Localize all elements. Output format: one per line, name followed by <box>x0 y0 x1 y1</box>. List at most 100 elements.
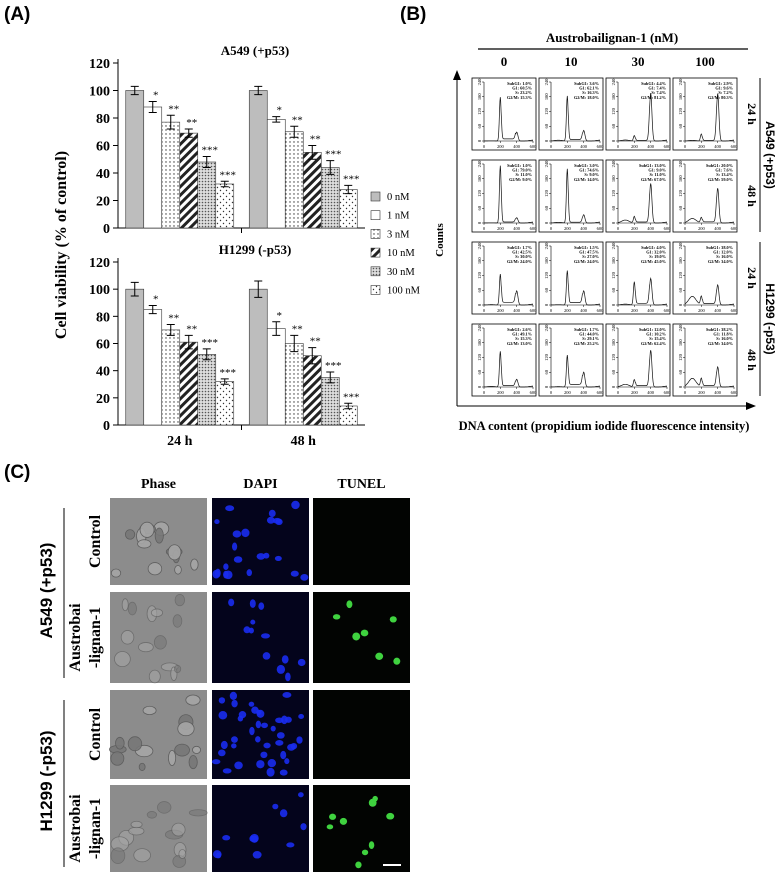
row-label: 48 h <box>745 349 759 371</box>
cell-outline <box>150 608 164 618</box>
row-label: -lignan-1 <box>87 798 104 859</box>
phase-stat: G1: 60.5% <box>512 86 532 91</box>
tunel-positive <box>339 817 348 825</box>
phase-stat: G1: 12.0% <box>713 250 733 255</box>
cell-outline <box>171 822 186 837</box>
nucleus <box>228 598 235 607</box>
row-label: 24 h <box>745 103 759 125</box>
y-tick-label: 120 <box>544 189 549 197</box>
phase-stat: SubG1: 2.6% <box>507 327 532 332</box>
y-tick-label: 60 <box>678 369 683 374</box>
y-tick-label: 120 <box>89 57 110 72</box>
y-tick-label: 60 <box>96 338 110 353</box>
cell-outline <box>115 736 125 750</box>
y-tick-label: 240 <box>544 242 549 250</box>
bar <box>248 90 268 229</box>
legend-swatch <box>370 229 381 239</box>
nucleus <box>281 655 289 664</box>
error-bar <box>184 128 193 138</box>
y-tick-label: 0 <box>678 385 683 388</box>
tunel-positive <box>355 861 362 869</box>
row-label: Austrobai <box>67 603 84 672</box>
nucleus <box>286 842 295 848</box>
x-tick-label: 400 <box>513 308 521 313</box>
histogram <box>684 283 734 306</box>
group-label: H1299 (-p53) <box>763 283 777 354</box>
x-tick-label: 200 <box>698 308 706 313</box>
nucleus <box>243 626 251 634</box>
nucleus <box>249 835 255 842</box>
error-bar <box>130 85 139 96</box>
nucleus <box>267 759 277 768</box>
legend-label: 100 nM <box>387 286 421 297</box>
phase-stat: SubG1: 13.0% <box>639 163 666 168</box>
x-axis-label: DNA content (propidium iodide fluorescen… <box>459 419 750 433</box>
error-bar <box>202 348 211 361</box>
phase-stat: G1: 11.8% <box>713 332 733 337</box>
x-tick-label: 400 <box>580 144 588 149</box>
nucleus <box>276 664 286 674</box>
significance: *** <box>220 169 237 181</box>
cell-outline <box>172 614 183 628</box>
x-tick-label: 0 <box>684 390 687 395</box>
phase-stat: G2/M: 24.0% <box>574 259 599 264</box>
phase-stat: G2/M: 15.3% <box>507 95 532 100</box>
x-tick-label: 400 <box>580 308 588 313</box>
y-tick-label: 60 <box>678 287 683 292</box>
nucleus <box>258 602 265 610</box>
x-tick-label: 200 <box>564 308 572 313</box>
y-tick-label: 180 <box>678 339 683 347</box>
significance: ** <box>310 336 321 348</box>
cell-frame <box>605 159 671 233</box>
significance: ** <box>186 117 197 129</box>
panel-label: (B) <box>400 4 426 25</box>
cell-outline <box>192 745 201 754</box>
x-tick-label: 400 <box>647 226 655 231</box>
cell-frame <box>672 77 738 151</box>
y-tick-label: 0 <box>544 221 549 224</box>
error-bar <box>344 402 353 410</box>
x-tick-label: 200 <box>564 390 572 395</box>
bar <box>143 309 163 426</box>
phase-stat: S: 30.0% <box>515 254 532 259</box>
tunel-positive <box>329 813 337 820</box>
y-tick-label: 60 <box>544 287 549 292</box>
phase-stat: G2/M: 25.2% <box>574 341 599 346</box>
nucleus <box>282 692 292 698</box>
y-tick-label: 80 <box>96 310 110 325</box>
y-tick-label: 60 <box>477 123 482 128</box>
x-tick-label: 400 <box>647 308 655 313</box>
phase-stat: S: 27.0% <box>582 254 599 259</box>
nucleus <box>284 758 290 765</box>
bar <box>215 183 235 229</box>
nucleus <box>298 713 305 719</box>
tunel-positive <box>361 849 369 856</box>
legend-label: 1 nM <box>387 211 410 222</box>
nucleus <box>251 706 259 714</box>
significance: ** <box>310 134 321 146</box>
y-tick-label: 60 <box>477 205 482 210</box>
nucleus <box>231 542 238 551</box>
error-bar <box>254 85 263 96</box>
nucleus <box>266 516 275 524</box>
x-tick-label: 0 <box>550 390 553 395</box>
error-bar <box>130 281 139 297</box>
tunel-positive <box>389 616 397 623</box>
phase-stat: SubG1: 38.2% <box>706 327 733 332</box>
y-tick-label: 60 <box>611 287 616 292</box>
cell-frame <box>605 241 671 315</box>
column-label: 100 <box>695 54 715 69</box>
error-bar <box>308 347 317 365</box>
x-tick-label: 600 <box>530 226 538 231</box>
histogram <box>684 188 734 224</box>
error-bar <box>166 114 175 130</box>
tunel-positive <box>332 614 341 620</box>
y-tick-label: 0 <box>477 221 482 224</box>
cell-outline <box>146 811 158 819</box>
cell-outline <box>173 664 182 674</box>
histogram <box>551 168 600 224</box>
nucleus <box>256 553 266 560</box>
phase-stat: G2/M: 13.0% <box>507 341 532 346</box>
x-tick-label: 600 <box>597 144 605 149</box>
